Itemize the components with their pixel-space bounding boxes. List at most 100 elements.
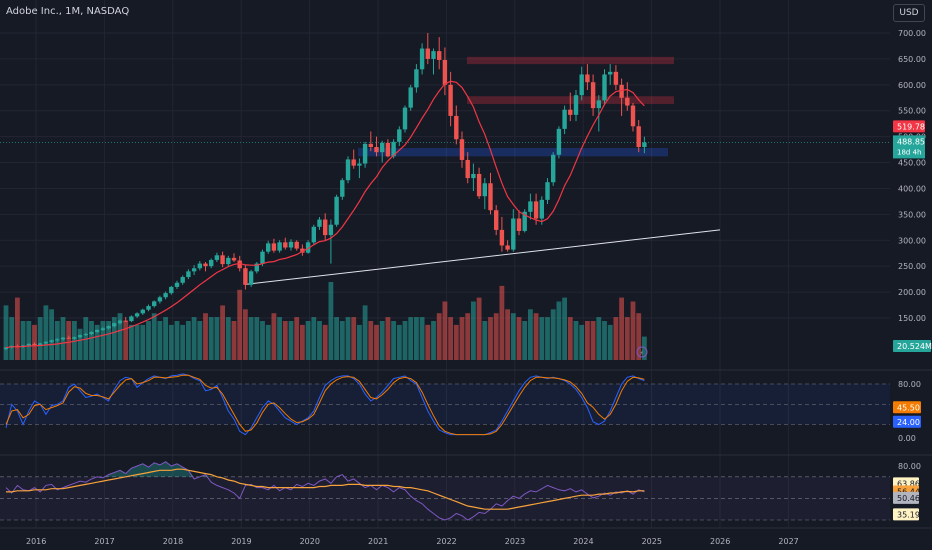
volume-bar xyxy=(630,301,636,360)
volume-series xyxy=(3,282,647,360)
candle-body xyxy=(305,242,311,253)
volume-bar xyxy=(436,313,442,360)
volume-bar xyxy=(357,324,362,360)
candle-body xyxy=(539,199,544,219)
stoch-axis-label: 0.00 xyxy=(898,434,916,443)
candle-body xyxy=(323,219,328,236)
candle-body xyxy=(174,282,180,287)
volume-bar xyxy=(374,324,379,360)
candle-body xyxy=(345,159,351,181)
volume-bar xyxy=(168,324,174,360)
volume-bar xyxy=(391,321,396,360)
volume-bar xyxy=(191,317,197,360)
candle-body xyxy=(277,242,282,251)
volume-bar xyxy=(294,317,300,360)
candle-body xyxy=(260,251,265,264)
candle-body xyxy=(437,51,442,60)
year-label: 2025 xyxy=(642,537,662,546)
volume-bar xyxy=(134,324,140,360)
candle-body xyxy=(152,301,157,307)
volume-badge-text: 20.524M xyxy=(897,342,932,351)
candle-body xyxy=(579,74,584,96)
volume-bar xyxy=(311,317,317,360)
volume-bar xyxy=(265,324,271,360)
candle-body xyxy=(146,306,151,310)
stoch-k-badge xyxy=(893,415,921,428)
candle-body xyxy=(613,71,619,85)
currency-button[interactable]: USD xyxy=(893,4,925,22)
candle-body xyxy=(186,271,191,278)
candle-body xyxy=(551,154,556,183)
candle-body xyxy=(419,48,425,70)
volume-bar xyxy=(186,321,191,360)
rsi-ma-line xyxy=(6,468,645,510)
candle-body xyxy=(476,173,482,197)
candle-body xyxy=(459,139,465,160)
price-axis-label: 150.00 xyxy=(898,314,926,323)
volume-bar xyxy=(300,324,305,360)
volume-bar xyxy=(111,317,117,360)
candle-body xyxy=(100,328,106,330)
volume-bar xyxy=(72,321,77,360)
rsi-value-badge-text: 35.19 xyxy=(897,510,920,519)
candle-body xyxy=(140,309,145,314)
candle-body xyxy=(425,48,430,59)
volume-bar xyxy=(214,317,220,360)
candle-body xyxy=(596,100,601,109)
candle-body xyxy=(266,243,271,252)
candle-body xyxy=(630,105,636,127)
candle-body xyxy=(556,128,562,155)
last-price-badge xyxy=(893,135,925,159)
volume-bar xyxy=(208,317,214,360)
volume-bar xyxy=(476,297,482,360)
volume-bar xyxy=(203,313,208,360)
candle-body xyxy=(49,340,54,342)
candle-body xyxy=(134,313,140,317)
candle-body xyxy=(608,71,613,75)
candle-body xyxy=(283,242,288,248)
volume-bar xyxy=(243,309,248,360)
candle-body xyxy=(465,159,470,179)
candle-body xyxy=(488,183,493,211)
volume-bar xyxy=(339,321,345,360)
candle-body xyxy=(288,241,294,248)
volume-bar xyxy=(510,313,516,360)
candle-body xyxy=(95,329,100,332)
volume-bar xyxy=(197,321,203,360)
volume-bar xyxy=(419,317,425,360)
volume-bar xyxy=(89,321,94,360)
price-axis-label: 450.00 xyxy=(898,159,926,168)
candle-body xyxy=(243,268,248,285)
volume-bar xyxy=(220,305,225,360)
candle-body xyxy=(391,141,396,157)
candle-body xyxy=(402,107,408,130)
volume-bar xyxy=(271,313,277,360)
volume-bar xyxy=(414,317,419,360)
candle-body xyxy=(157,297,163,302)
volume-bar xyxy=(26,321,32,360)
volume-bar xyxy=(602,321,607,360)
volume-bar xyxy=(636,313,642,360)
volume-bar xyxy=(545,317,550,360)
stoch-axis-label: 80.00 xyxy=(898,380,921,389)
volume-bar xyxy=(151,313,157,360)
candle-body xyxy=(237,260,242,269)
volume-bar xyxy=(533,313,539,360)
volume-bar xyxy=(231,321,237,360)
volume-bar xyxy=(596,317,602,360)
candle-body xyxy=(180,277,185,283)
candle-body xyxy=(505,245,510,250)
volume-bar xyxy=(49,309,54,360)
rsi-axis-label: 80.00 xyxy=(898,462,921,471)
candle-body xyxy=(66,337,71,339)
volume-bar xyxy=(539,317,545,360)
volume-bar xyxy=(100,321,106,360)
candle-body xyxy=(55,339,60,341)
candle-body xyxy=(385,142,391,157)
price-axis-label: 400.00 xyxy=(898,184,926,193)
volume-bar xyxy=(163,317,168,360)
ma-price-badge-text: 519.78 xyxy=(897,122,925,131)
volume-bar xyxy=(493,313,499,360)
